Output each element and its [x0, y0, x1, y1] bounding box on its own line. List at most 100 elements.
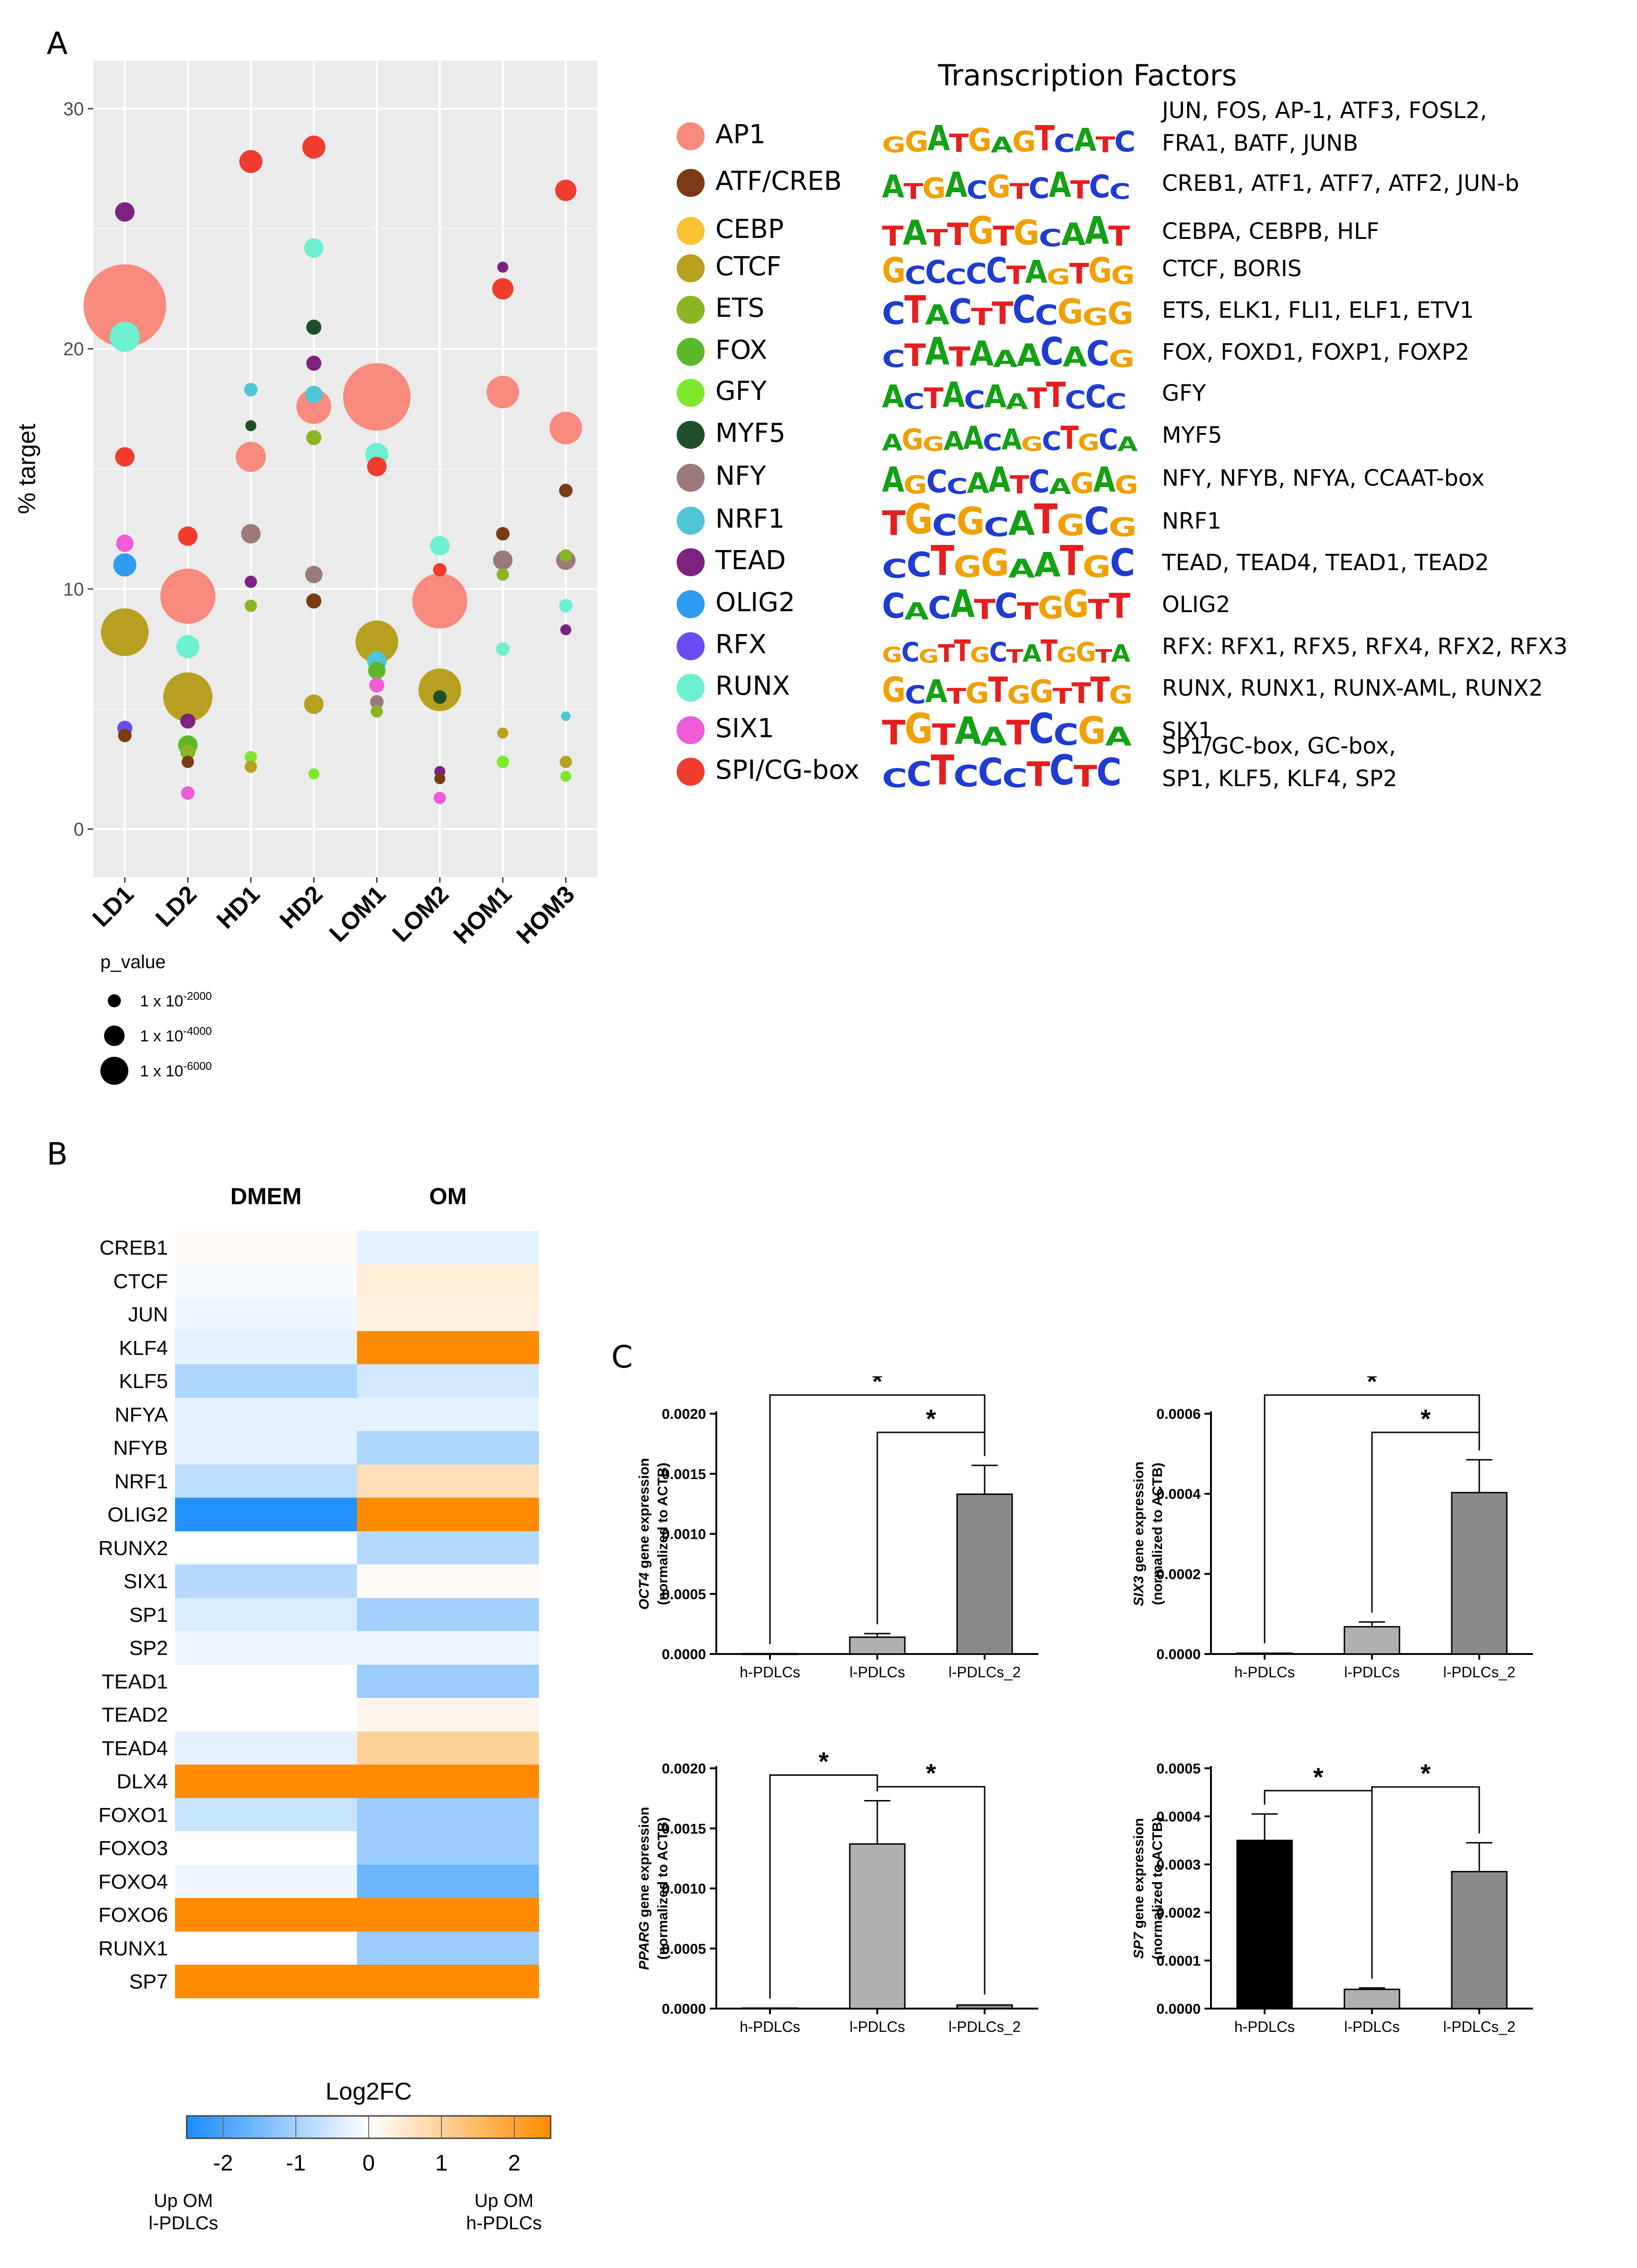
heatmap-row-label: FOXO1	[98, 1803, 168, 1827]
bubble-point	[560, 549, 572, 562]
tf-legend-item: AP1 G G A T G A G T C A T C JUN, FOS, AP-1, ATF3, FOS…	[667, 98, 1629, 159]
colorbar-tick-label: -1	[286, 2151, 306, 2176]
tf-name: SIX1	[715, 713, 775, 744]
tf-color-dot	[677, 217, 705, 245]
motif-base: C	[928, 590, 951, 626]
tf-genes: NRF1	[1162, 508, 1222, 534]
motif-base: C	[1085, 378, 1106, 415]
tf-legend-item: GFY A C T A C A A T T C C C GFY	[667, 373, 1629, 415]
bubble-point	[304, 694, 324, 714]
heatmap-row-label: NRF1	[114, 1470, 168, 1493]
y-tick-label: 0.0000	[662, 2001, 706, 2017]
motif-base: C	[904, 260, 926, 290]
motif-base: T	[1006, 260, 1026, 290]
motif-base: C	[903, 389, 924, 414]
motif-base: G	[1111, 260, 1135, 290]
motif-base: T	[954, 634, 971, 668]
motif-base: T	[1095, 646, 1112, 667]
motif-base: T	[1052, 684, 1072, 709]
y-axis-label-rest: gene expression	[637, 1458, 652, 1572]
motif-base: C	[1110, 541, 1135, 585]
motif-base: T	[903, 179, 923, 204]
heatmap-cell	[357, 1831, 539, 1865]
bubble-point	[418, 668, 462, 712]
motif-base: T	[971, 303, 993, 331]
bubble-point	[368, 662, 386, 680]
bubble-point	[549, 412, 582, 445]
significance-bracket	[1264, 1394, 1480, 1644]
bubble-point	[305, 385, 323, 404]
motif-base: G	[986, 168, 1011, 205]
motif-base: G	[922, 433, 944, 456]
bubble-point	[306, 320, 322, 335]
motif-base: G	[882, 250, 906, 291]
y-axis-label-line2: (normalized to ACTB)	[655, 1817, 671, 1960]
tf-legend-item: TEAD C C T G G A A T G C TEAD, TEAD4, TEAD1, TEAD2	[667, 537, 1629, 586]
x-tick-label: h-PDLCs	[740, 2018, 800, 2035]
motif-base: C	[1028, 172, 1049, 205]
heatmap-cell	[175, 1965, 357, 1998]
size-legend-circle	[108, 994, 121, 1007]
bubble-point	[560, 771, 572, 782]
motif-base: T	[1060, 537, 1084, 586]
motif-base: A	[943, 426, 964, 456]
motif-base: T	[937, 640, 955, 668]
bubble-point	[497, 755, 509, 768]
bubble-point	[83, 264, 167, 347]
motif-base: T	[948, 342, 970, 374]
heatmap-row-label: KLF4	[119, 1336, 168, 1360]
bubble-point	[370, 695, 384, 709]
significance-bracket	[1371, 1786, 1480, 1979]
y-axis-label: SP7 gene expression	[1131, 1818, 1147, 1959]
bubble-point	[118, 728, 132, 742]
tf-genes: CREB1, ATF1, ATF7, ATF2, JUN-b	[1162, 170, 1519, 196]
bubble-point	[296, 389, 331, 424]
motif-base: C	[925, 253, 946, 291]
heatmap-cell	[175, 1264, 357, 1298]
tf-name: CTCF	[715, 251, 782, 282]
motif-base: C	[966, 175, 987, 205]
tf-legend-item: RFX G C G T T G C T A T G G T A RFX: RFX1, RFX5, RFX4, …	[667, 627, 1629, 669]
bubble-point	[497, 568, 509, 581]
motif-base: G	[970, 642, 990, 668]
motif-base: C	[882, 345, 905, 373]
motif-base: A	[1001, 423, 1022, 457]
bubble-point	[110, 321, 140, 352]
motif-base: A	[963, 420, 984, 457]
tf-name: OLIG2	[715, 587, 795, 618]
tf-legend-item: ETS C T A C T T C C G G G ETS, ELK1, FLI1, ELF1, ETV…	[667, 290, 1629, 332]
colorbar-tick-label: 2	[508, 2151, 521, 2176]
heatmap-cell	[175, 1364, 357, 1398]
heatmap-cell	[357, 1898, 539, 1932]
motif-base: C	[1053, 718, 1078, 753]
y-tick-label: 30	[63, 99, 84, 119]
heatmap-row-label: JUN	[128, 1303, 168, 1326]
motif-base: T	[1034, 495, 1058, 544]
motif-base: G	[1021, 433, 1043, 456]
y-tick-label: 0.0005	[662, 1586, 706, 1602]
tf-name: ETS	[715, 293, 765, 323]
tf-color-dot	[677, 296, 705, 324]
heatmap-row-label: FOXO3	[98, 1837, 168, 1860]
tf-color-dot	[677, 590, 705, 618]
heatmap-cell	[175, 1397, 357, 1431]
motif-base: A	[925, 330, 950, 374]
motif-base: T	[949, 128, 969, 158]
bubble-point	[497, 261, 509, 273]
tf-name: MYF5	[715, 418, 786, 448]
heatmap-cell	[175, 1598, 357, 1632]
motif-base: C	[904, 680, 926, 710]
motif-base: C	[1089, 168, 1110, 205]
x-tick-label: LD1	[87, 880, 139, 932]
motif-base: C	[1109, 179, 1130, 204]
motif-base: A	[942, 375, 965, 415]
motif-base: T	[974, 594, 995, 626]
tf-name: ATF/CREB	[715, 166, 842, 196]
bubble-point	[115, 447, 135, 467]
significance-star: *	[1367, 1376, 1377, 1396]
heatmap-row-label: NFYB	[113, 1437, 168, 1459]
heatmap-row-label: TEAD4	[102, 1737, 168, 1760]
